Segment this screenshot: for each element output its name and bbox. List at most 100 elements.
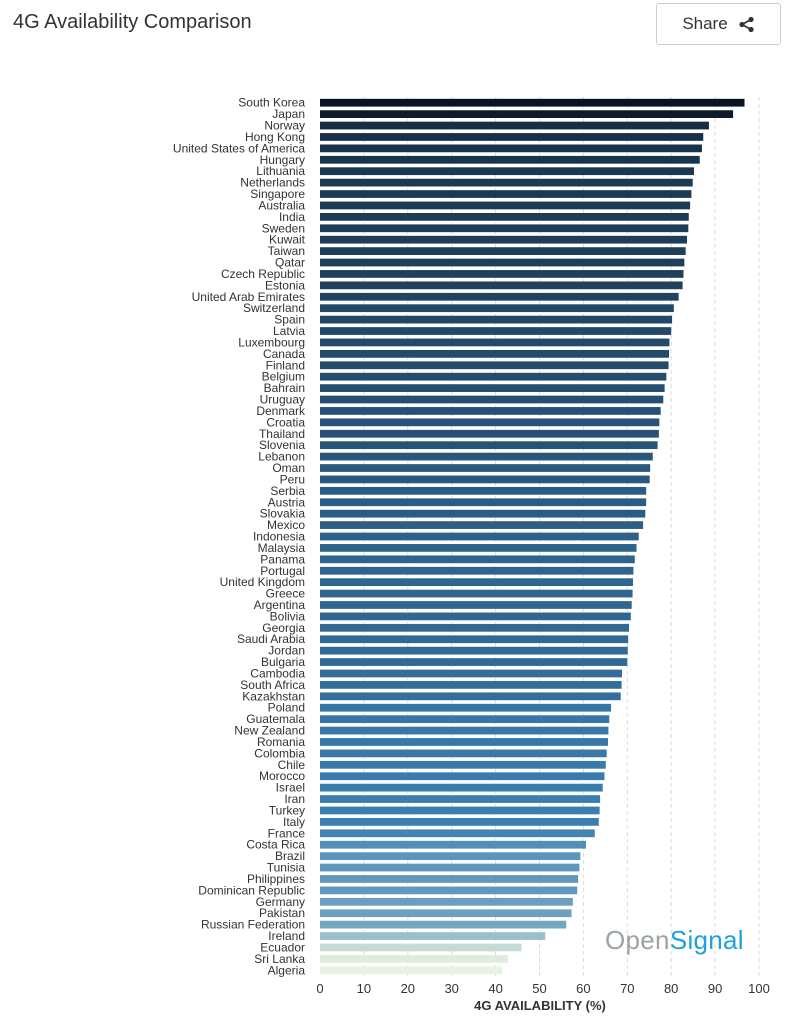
category-label: Chile xyxy=(278,758,306,772)
bar-sweden[interactable] xyxy=(320,224,689,233)
category-label: Hong Kong xyxy=(245,130,305,144)
category-label: Morocco xyxy=(259,769,305,783)
bar-south-africa[interactable] xyxy=(320,681,622,689)
bar-indonesia[interactable] xyxy=(320,532,639,541)
bar-mexico[interactable] xyxy=(320,521,644,529)
bar-sri-lanka[interactable] xyxy=(320,955,508,963)
watermark-part1: Open xyxy=(605,925,670,955)
bar-australia[interactable] xyxy=(320,201,691,210)
bar-russian-federation[interactable] xyxy=(320,920,567,929)
category-label: New Zealand xyxy=(234,724,305,738)
bar-oman[interactable] xyxy=(320,464,651,472)
bar-greece[interactable] xyxy=(320,589,633,598)
bar-turkey[interactable] xyxy=(320,806,600,815)
bar-germany[interactable] xyxy=(320,897,573,906)
x-tick-label: 10 xyxy=(357,981,371,996)
category-label: Slovakia xyxy=(260,507,306,521)
category-label: Switzerland xyxy=(243,301,305,315)
bar-estonia[interactable] xyxy=(320,281,683,290)
bar-japan[interactable] xyxy=(320,110,734,118)
bar-austria[interactable] xyxy=(320,498,647,507)
bar-dominican-republic[interactable] xyxy=(320,886,578,895)
bar-costa-rica[interactable] xyxy=(320,840,587,849)
bar-uruguay[interactable] xyxy=(320,395,664,404)
bar-algeria[interactable] xyxy=(320,966,503,975)
bar-argentina[interactable] xyxy=(320,601,632,609)
category-label: South Korea xyxy=(238,96,305,110)
bar-panama[interactable] xyxy=(320,555,635,564)
share-button[interactable]: Share xyxy=(656,3,781,45)
bar-guatemala[interactable] xyxy=(320,715,610,724)
bar-pakistan[interactable] xyxy=(320,909,572,918)
bar-italy[interactable] xyxy=(320,818,599,826)
x-tick-label: 90 xyxy=(708,981,722,996)
bar-united-arab-emirates[interactable] xyxy=(320,292,679,301)
bar-new-zealand[interactable] xyxy=(320,726,609,735)
bar-slovenia[interactable] xyxy=(320,441,658,450)
bar-taiwan[interactable] xyxy=(320,247,686,255)
bar-malaysia[interactable] xyxy=(320,544,637,552)
bar-bolivia[interactable] xyxy=(320,612,631,621)
bar-belgium[interactable] xyxy=(320,372,667,381)
bar-ecuador[interactable] xyxy=(320,943,522,952)
bar-tunisia[interactable] xyxy=(320,863,580,872)
bar-france[interactable] xyxy=(320,829,595,838)
category-label: Hungary xyxy=(260,153,305,167)
bar-kuwait[interactable] xyxy=(320,235,687,244)
share-icon xyxy=(738,16,755,33)
bar-lithuania[interactable] xyxy=(320,167,695,176)
category-label: Turkey xyxy=(269,803,305,817)
category-label: Estonia xyxy=(265,278,305,292)
bar-slovakia[interactable] xyxy=(320,509,646,518)
bar-qatar[interactable] xyxy=(320,258,685,267)
bar-netherlands[interactable] xyxy=(320,178,693,187)
bar-thailand[interactable] xyxy=(320,429,659,438)
bar-bahrain[interactable] xyxy=(320,384,665,392)
bar-romania[interactable] xyxy=(320,738,608,746)
bar-ireland[interactable] xyxy=(320,932,546,940)
bar-brazil[interactable] xyxy=(320,852,581,861)
bar-united-kingdom[interactable] xyxy=(320,578,634,587)
bar-czech-republic[interactable] xyxy=(320,270,684,278)
bar-singapore[interactable] xyxy=(320,190,692,198)
bar-jordan[interactable] xyxy=(320,646,628,655)
category-label: Kazakhstan xyxy=(242,689,305,703)
category-label: Taiwan xyxy=(268,244,305,258)
bar-finland[interactable] xyxy=(320,361,669,370)
bar-luxembourg[interactable] xyxy=(320,338,670,347)
bar-united-states-of-america[interactable] xyxy=(320,144,702,153)
bar-israel[interactable] xyxy=(320,783,603,792)
bar-serbia[interactable] xyxy=(320,486,647,495)
bar-peru[interactable] xyxy=(320,475,650,484)
category-label: Guatemala xyxy=(246,712,305,726)
bar-norway[interactable] xyxy=(320,121,709,130)
bar-philippines[interactable] xyxy=(320,875,579,883)
bar-portugal[interactable] xyxy=(320,566,634,575)
bar-south-korea[interactable] xyxy=(320,98,745,107)
bar-latvia[interactable] xyxy=(320,327,672,335)
bar-cambodia[interactable] xyxy=(320,669,623,678)
bar-iran[interactable] xyxy=(320,795,601,803)
bar-saudi-arabia[interactable] xyxy=(320,635,629,644)
category-label: Kuwait xyxy=(269,233,306,247)
category-label: Cambodia xyxy=(250,666,305,680)
bar-canada[interactable] xyxy=(320,349,669,358)
bar-denmark[interactable] xyxy=(320,407,661,415)
bar-poland[interactable] xyxy=(320,703,612,712)
bar-hungary[interactable] xyxy=(320,155,700,164)
bar-india[interactable] xyxy=(320,212,689,221)
bar-chile[interactable] xyxy=(320,760,606,769)
bar-croatia[interactable] xyxy=(320,418,660,427)
bar-hong-kong[interactable] xyxy=(320,133,704,141)
bar-bulgaria[interactable] xyxy=(320,658,628,666)
category-label: Sweden xyxy=(262,221,305,235)
bar-spain[interactable] xyxy=(320,315,673,324)
bar-kazakhstan[interactable] xyxy=(320,692,621,701)
bar-colombia[interactable] xyxy=(320,749,607,758)
bar-switzerland[interactable] xyxy=(320,304,674,313)
category-label: Italy xyxy=(283,815,305,829)
bar-morocco[interactable] xyxy=(320,772,605,781)
bar-georgia[interactable] xyxy=(320,623,630,632)
bar-lebanon[interactable] xyxy=(320,452,653,461)
